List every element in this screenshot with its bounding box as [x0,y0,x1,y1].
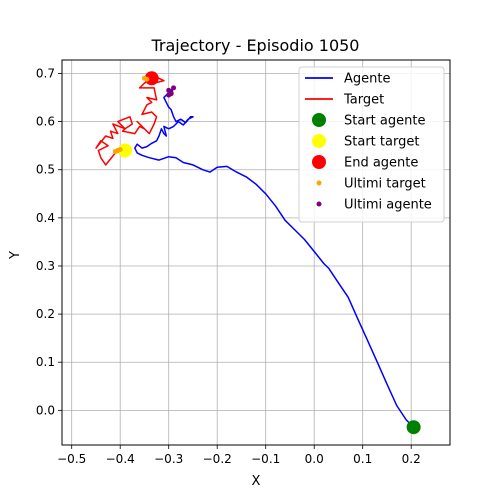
ultimi-agente-point [171,85,177,91]
ultimi-agente-point [166,92,172,98]
y-tick-label: 0.4 [36,211,55,225]
agente-line [134,87,415,428]
legend-box [298,66,445,223]
start-target-legend-swatch [312,134,326,148]
end-agente-legend-swatch [312,155,326,169]
axis-ticks: −0.5 −0.4 −0.3 −0.2 −0.1 0.0 0.1 0.2 0.0 0.1 0.2 0.… [36,66,421,466]
x-tick-label: −0.5 [57,452,86,466]
legend-label: Start target [344,135,419,150]
legend-label: Ultimi target [344,177,426,192]
target-line [95,75,165,166]
y-tick-label: 0.6 [36,115,55,129]
x-tick-label: 0.0 [305,452,324,466]
start-agente-point [406,420,421,435]
ultimi-target-point [112,148,118,154]
legend-label: Ultimi agente [344,198,432,213]
x-tick-label: −0.3 [154,452,183,466]
chart-title: Trajectory - Episodio 1050 [151,36,360,55]
y-tick-label: 0.3 [36,259,55,273]
plot-frame [61,59,451,446]
y-axis-label: Y [8,251,23,260]
legend-label: Target [343,93,384,108]
y-tick-label: 0.2 [36,307,55,321]
start-target-point [118,143,133,158]
x-axis-label: X [252,474,261,489]
ultimi-target-point [117,147,123,153]
legend-label: Start agente [344,114,425,129]
x-tick-label: −0.4 [106,452,135,466]
y-tick-label: 0.0 [36,403,55,417]
legend: Agente Target Start agente Start target End … [298,66,445,223]
x-tick-label: 0.1 [353,452,372,466]
y-tick-label: 0.1 [36,355,55,369]
y-tick-label: 0.7 [36,66,55,80]
plot-series [95,71,421,435]
legend-label: Agente [344,72,390,87]
start-agente-legend-swatch [312,113,326,127]
x-tick-label: −0.1 [251,452,280,466]
end-agente-point [144,71,159,86]
x-tick-label: −0.2 [203,452,232,466]
x-tick-label: 0.2 [402,452,421,466]
legend-label: End agente [344,156,418,171]
ultimi-target-point [141,75,147,81]
ultimi-target-legend-swatch [316,180,322,186]
ultimi-agente-legend-swatch [316,201,322,207]
y-tick-label: 0.5 [36,163,55,177]
